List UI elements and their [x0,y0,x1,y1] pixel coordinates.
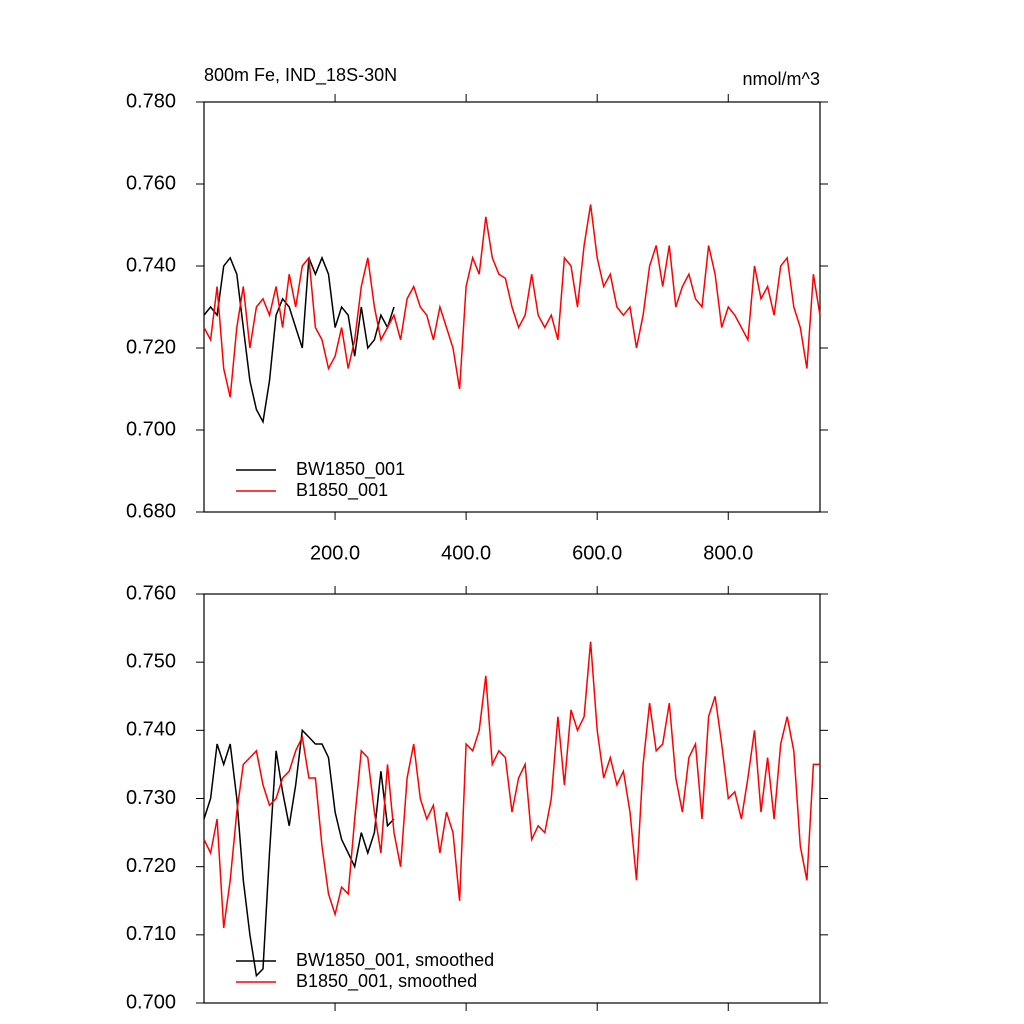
units-label: nmol/m^3 [743,69,820,89]
y-tick-label: 0.780 [126,90,176,112]
chart-title: 800m Fe, IND_18S-30N [204,65,397,86]
y-tick-label: 0.760 [126,582,176,604]
panel: 0.700 0.710 0.720 0.730 0.740 0.750 0.760 BW185… [126,582,828,1013]
y-tick-label: 0.680 [126,500,176,522]
data-line [203,204,821,398]
y-tick-label: 0.700 [126,991,176,1013]
legend-label: BW1850_001 [296,459,405,480]
x-tick-label: 200.0 [310,542,360,564]
panel: 800m Fe, IND_18S-30N nmol/m^3 0.680 0.700 0.… [126,65,828,564]
y-tick-label: 0.700 [126,418,176,440]
x-tick-label: 600.0 [572,542,622,564]
y-tick-label: 0.720 [126,336,176,358]
y-tick-label: 0.740 [126,719,176,741]
x-tick-label: 800.0 [703,542,753,564]
y-tick-label: 0.720 [126,855,176,877]
y-tick-label: 0.740 [126,254,176,276]
data-line [203,641,820,929]
legend-label: B1850_001, smoothed [296,971,477,992]
y-tick-label: 0.760 [126,172,176,194]
legend-label: BW1850_001, smoothed [296,950,494,971]
data-line [203,728,395,978]
data-line [203,255,395,425]
y-tick-label: 0.710 [126,923,176,945]
y-tick-label: 0.730 [126,787,176,809]
y-tick-label: 0.750 [126,650,176,672]
legend-label: B1850_001 [296,480,388,501]
plot-frame [203,101,821,513]
x-tick-label: 400.0 [441,542,491,564]
